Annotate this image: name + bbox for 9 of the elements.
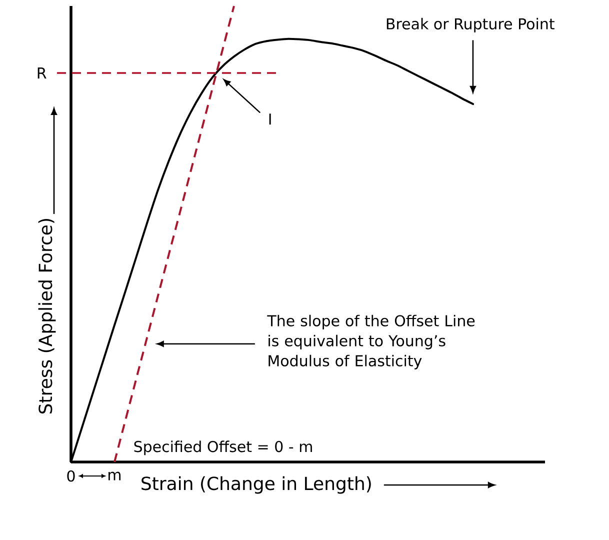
annotation: Break or Rupture Point [386, 18, 554, 32]
annotation: I [269, 114, 271, 125]
x-axis-title: Strain (Change in Length) [142, 476, 371, 494]
y-axis-title: Stress (Applied Force) [38, 219, 56, 414]
ref-line-label: R [38, 68, 46, 78]
x-tick-label: m [108, 472, 120, 480]
x-tick-label: 0 [67, 470, 75, 482]
annotation: The slope of the Offset Line is equivalent to Young’s Modulus of Elasticity [267, 314, 475, 370]
annotation: Specified Offset = 0 - m [134, 440, 312, 456]
